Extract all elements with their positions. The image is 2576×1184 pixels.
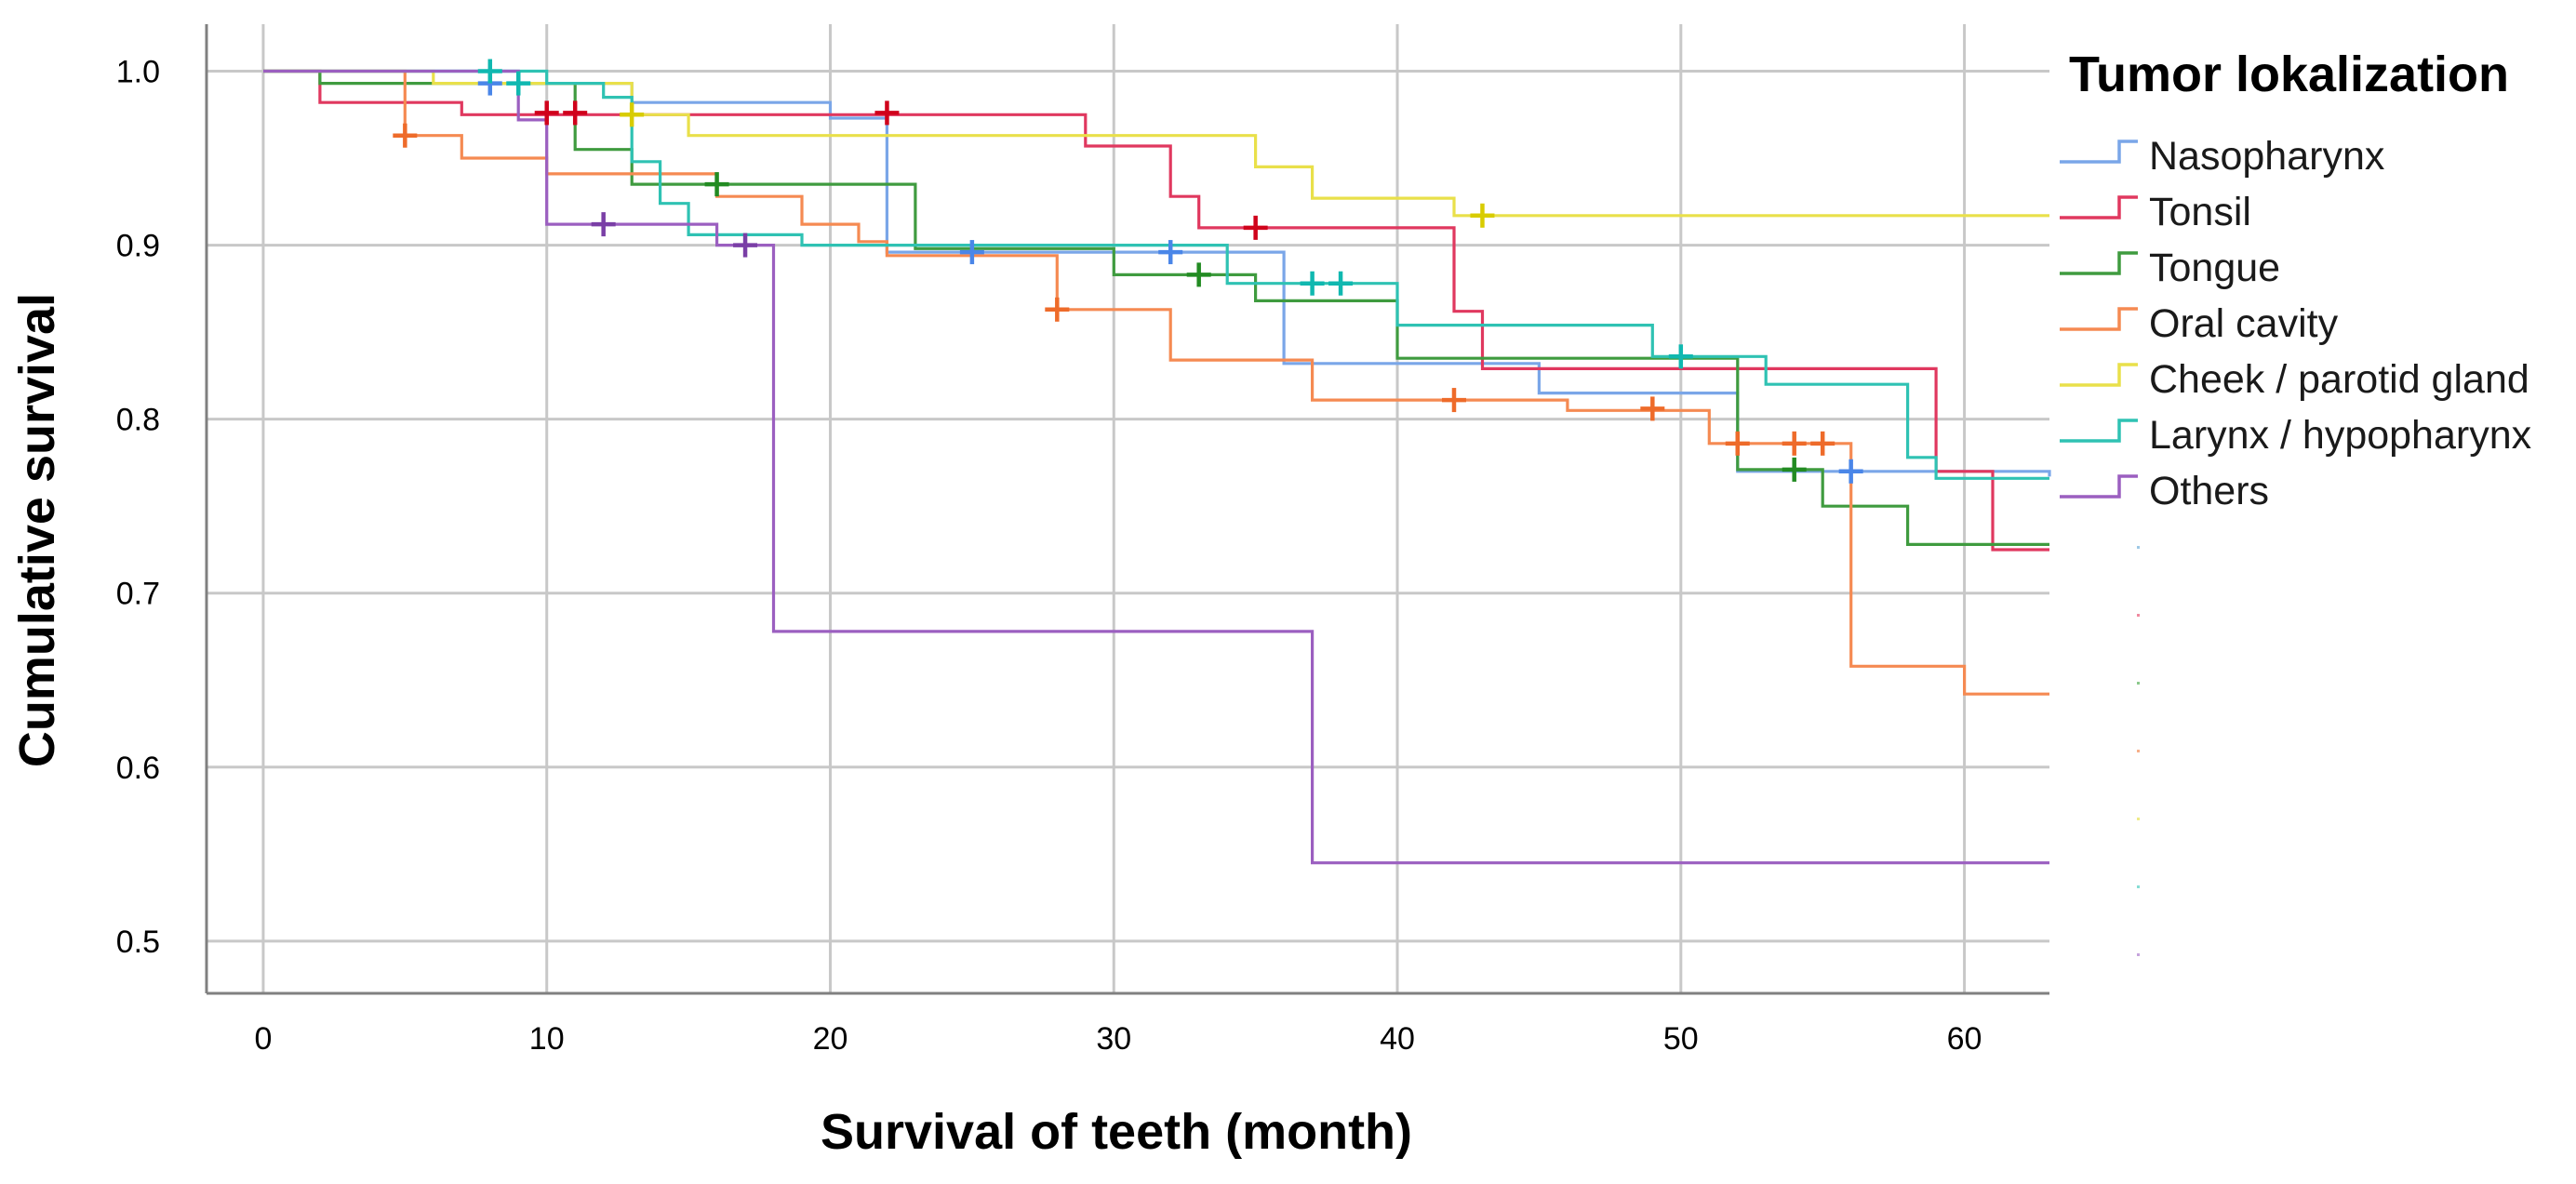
legend-swatch bbox=[2060, 251, 2138, 275]
censor-mark-others bbox=[733, 233, 758, 258]
series-line-oral-cavity bbox=[263, 69, 2049, 696]
legend: Nasopharynx Tonsil Tongue Oral cavity Cheek … bbox=[2060, 134, 2532, 956]
censor-mark-larynx-hypopharynx bbox=[506, 71, 531, 96]
x-tick-label: 10 bbox=[529, 1021, 565, 1057]
censor-mark-oral-cavity bbox=[1725, 431, 1750, 456]
legend-censor-swatch bbox=[2137, 885, 2140, 888]
x-tick-label: 60 bbox=[1947, 1021, 1982, 1057]
y-tick-label: 0.9 bbox=[116, 229, 160, 264]
legend-label: Larynx / hypopharynx bbox=[2149, 413, 2532, 458]
censor-mark-oral-cavity bbox=[1810, 431, 1835, 456]
censor-mark-larynx-hypopharynx bbox=[477, 59, 502, 84]
censor-mark-oral-cavity bbox=[1640, 396, 1665, 421]
censor-mark-tongue bbox=[1186, 262, 1211, 287]
censor-mark-oral-cavity bbox=[393, 123, 418, 148]
series-line-larynx-hypopharynx bbox=[263, 69, 2049, 480]
legend-swatch bbox=[2060, 363, 2138, 387]
legend-censor-swatch bbox=[2137, 750, 2140, 752]
legend-item: Oral cavity bbox=[2060, 301, 2339, 346]
legend-title: Tumor lokalization bbox=[2069, 47, 2509, 102]
censor-mark-tongue bbox=[704, 172, 729, 197]
y-tick-label: 0.5 bbox=[116, 925, 160, 960]
grid-layer bbox=[207, 24, 2049, 993]
y-tick-label: 1.0 bbox=[116, 55, 160, 90]
censor-mark-oral-cavity bbox=[1441, 388, 1466, 413]
censor-mark-nasopharynx bbox=[959, 240, 984, 265]
legend-swatch bbox=[2060, 195, 2138, 220]
censor-mark-tonsil bbox=[534, 100, 559, 126]
legend-label: Oral cavity bbox=[2149, 301, 2339, 346]
y-tick-label: 0.6 bbox=[116, 751, 160, 786]
legend-label: Others bbox=[2149, 469, 2269, 513]
censor-mark-larynx-hypopharynx bbox=[1300, 271, 1325, 296]
legend-item: Tonsil bbox=[2060, 190, 2251, 234]
legend-item: Tongue bbox=[2060, 246, 2280, 290]
y-axis-title: Cumulative survival bbox=[9, 293, 65, 767]
legend-swatch bbox=[2060, 419, 2138, 443]
x-tick-label: 0 bbox=[254, 1021, 272, 1057]
y-tick-label: 0.8 bbox=[116, 403, 160, 438]
series-layer bbox=[263, 59, 2051, 865]
censor-mark-tonsil bbox=[563, 100, 588, 126]
x-tick-label: 40 bbox=[1380, 1021, 1415, 1057]
legend-swatch bbox=[2060, 307, 2138, 331]
censor-mark-oral-cavity bbox=[1782, 431, 1807, 456]
legend-censor-swatch bbox=[2137, 682, 2140, 685]
legend-label: Nasopharynx bbox=[2149, 134, 2385, 179]
censor-mark-oral-cavity bbox=[1045, 297, 1070, 322]
legend-swatch bbox=[2060, 474, 2138, 499]
censor-mark-larynx-hypopharynx bbox=[1328, 271, 1354, 296]
censor-mark-tonsil bbox=[874, 100, 900, 126]
legend-item: Larynx / hypopharynx bbox=[2060, 413, 2532, 458]
series-line-tonsil bbox=[263, 69, 2049, 552]
legend-swatch bbox=[2060, 140, 2138, 164]
censor-mark-cheek-parotid-gland bbox=[1470, 203, 1495, 228]
axis-layer: 0 10 20 30 40 50 60 0.5 0.6 0.7 0.8 0.9 1.0 bbox=[116, 24, 2049, 1057]
series-line-cheek-parotid-gland bbox=[263, 69, 2049, 218]
legend-censor-swatch bbox=[2137, 614, 2140, 617]
legend-censor-swatch bbox=[2137, 818, 2140, 820]
series-line-tongue bbox=[263, 69, 2049, 546]
x-tick-label: 30 bbox=[1096, 1021, 1131, 1057]
x-axis-title: Survival of teeth (month) bbox=[821, 1104, 1412, 1160]
censor-mark-tonsil bbox=[1243, 215, 1268, 240]
x-tick-label: 50 bbox=[1663, 1021, 1699, 1057]
series-line-others bbox=[263, 69, 2049, 865]
legend-item: Cheek / parotid gland bbox=[2060, 357, 2529, 402]
y-tick-label: 0.7 bbox=[116, 577, 160, 612]
legend-label: Tonsil bbox=[2149, 190, 2251, 234]
censor-mark-others bbox=[591, 212, 616, 237]
censor-mark-nasopharynx bbox=[1838, 459, 1863, 484]
x-tick-label: 20 bbox=[813, 1021, 848, 1057]
legend-item: Nasopharynx bbox=[2060, 134, 2385, 179]
censor-mark-larynx-hypopharynx bbox=[1668, 344, 1693, 369]
censor-mark-tongue bbox=[1782, 457, 1807, 482]
censor-mark-cheek-parotid-gland bbox=[620, 102, 645, 127]
legend-censor-swatch bbox=[2137, 953, 2140, 956]
legend-label: Tongue bbox=[2149, 246, 2280, 290]
legend-item: Others bbox=[2060, 469, 2269, 513]
legend-censor-swatch bbox=[2137, 546, 2140, 549]
censor-mark-nasopharynx bbox=[1158, 240, 1183, 265]
legend-label: Cheek / parotid gland bbox=[2149, 357, 2529, 402]
